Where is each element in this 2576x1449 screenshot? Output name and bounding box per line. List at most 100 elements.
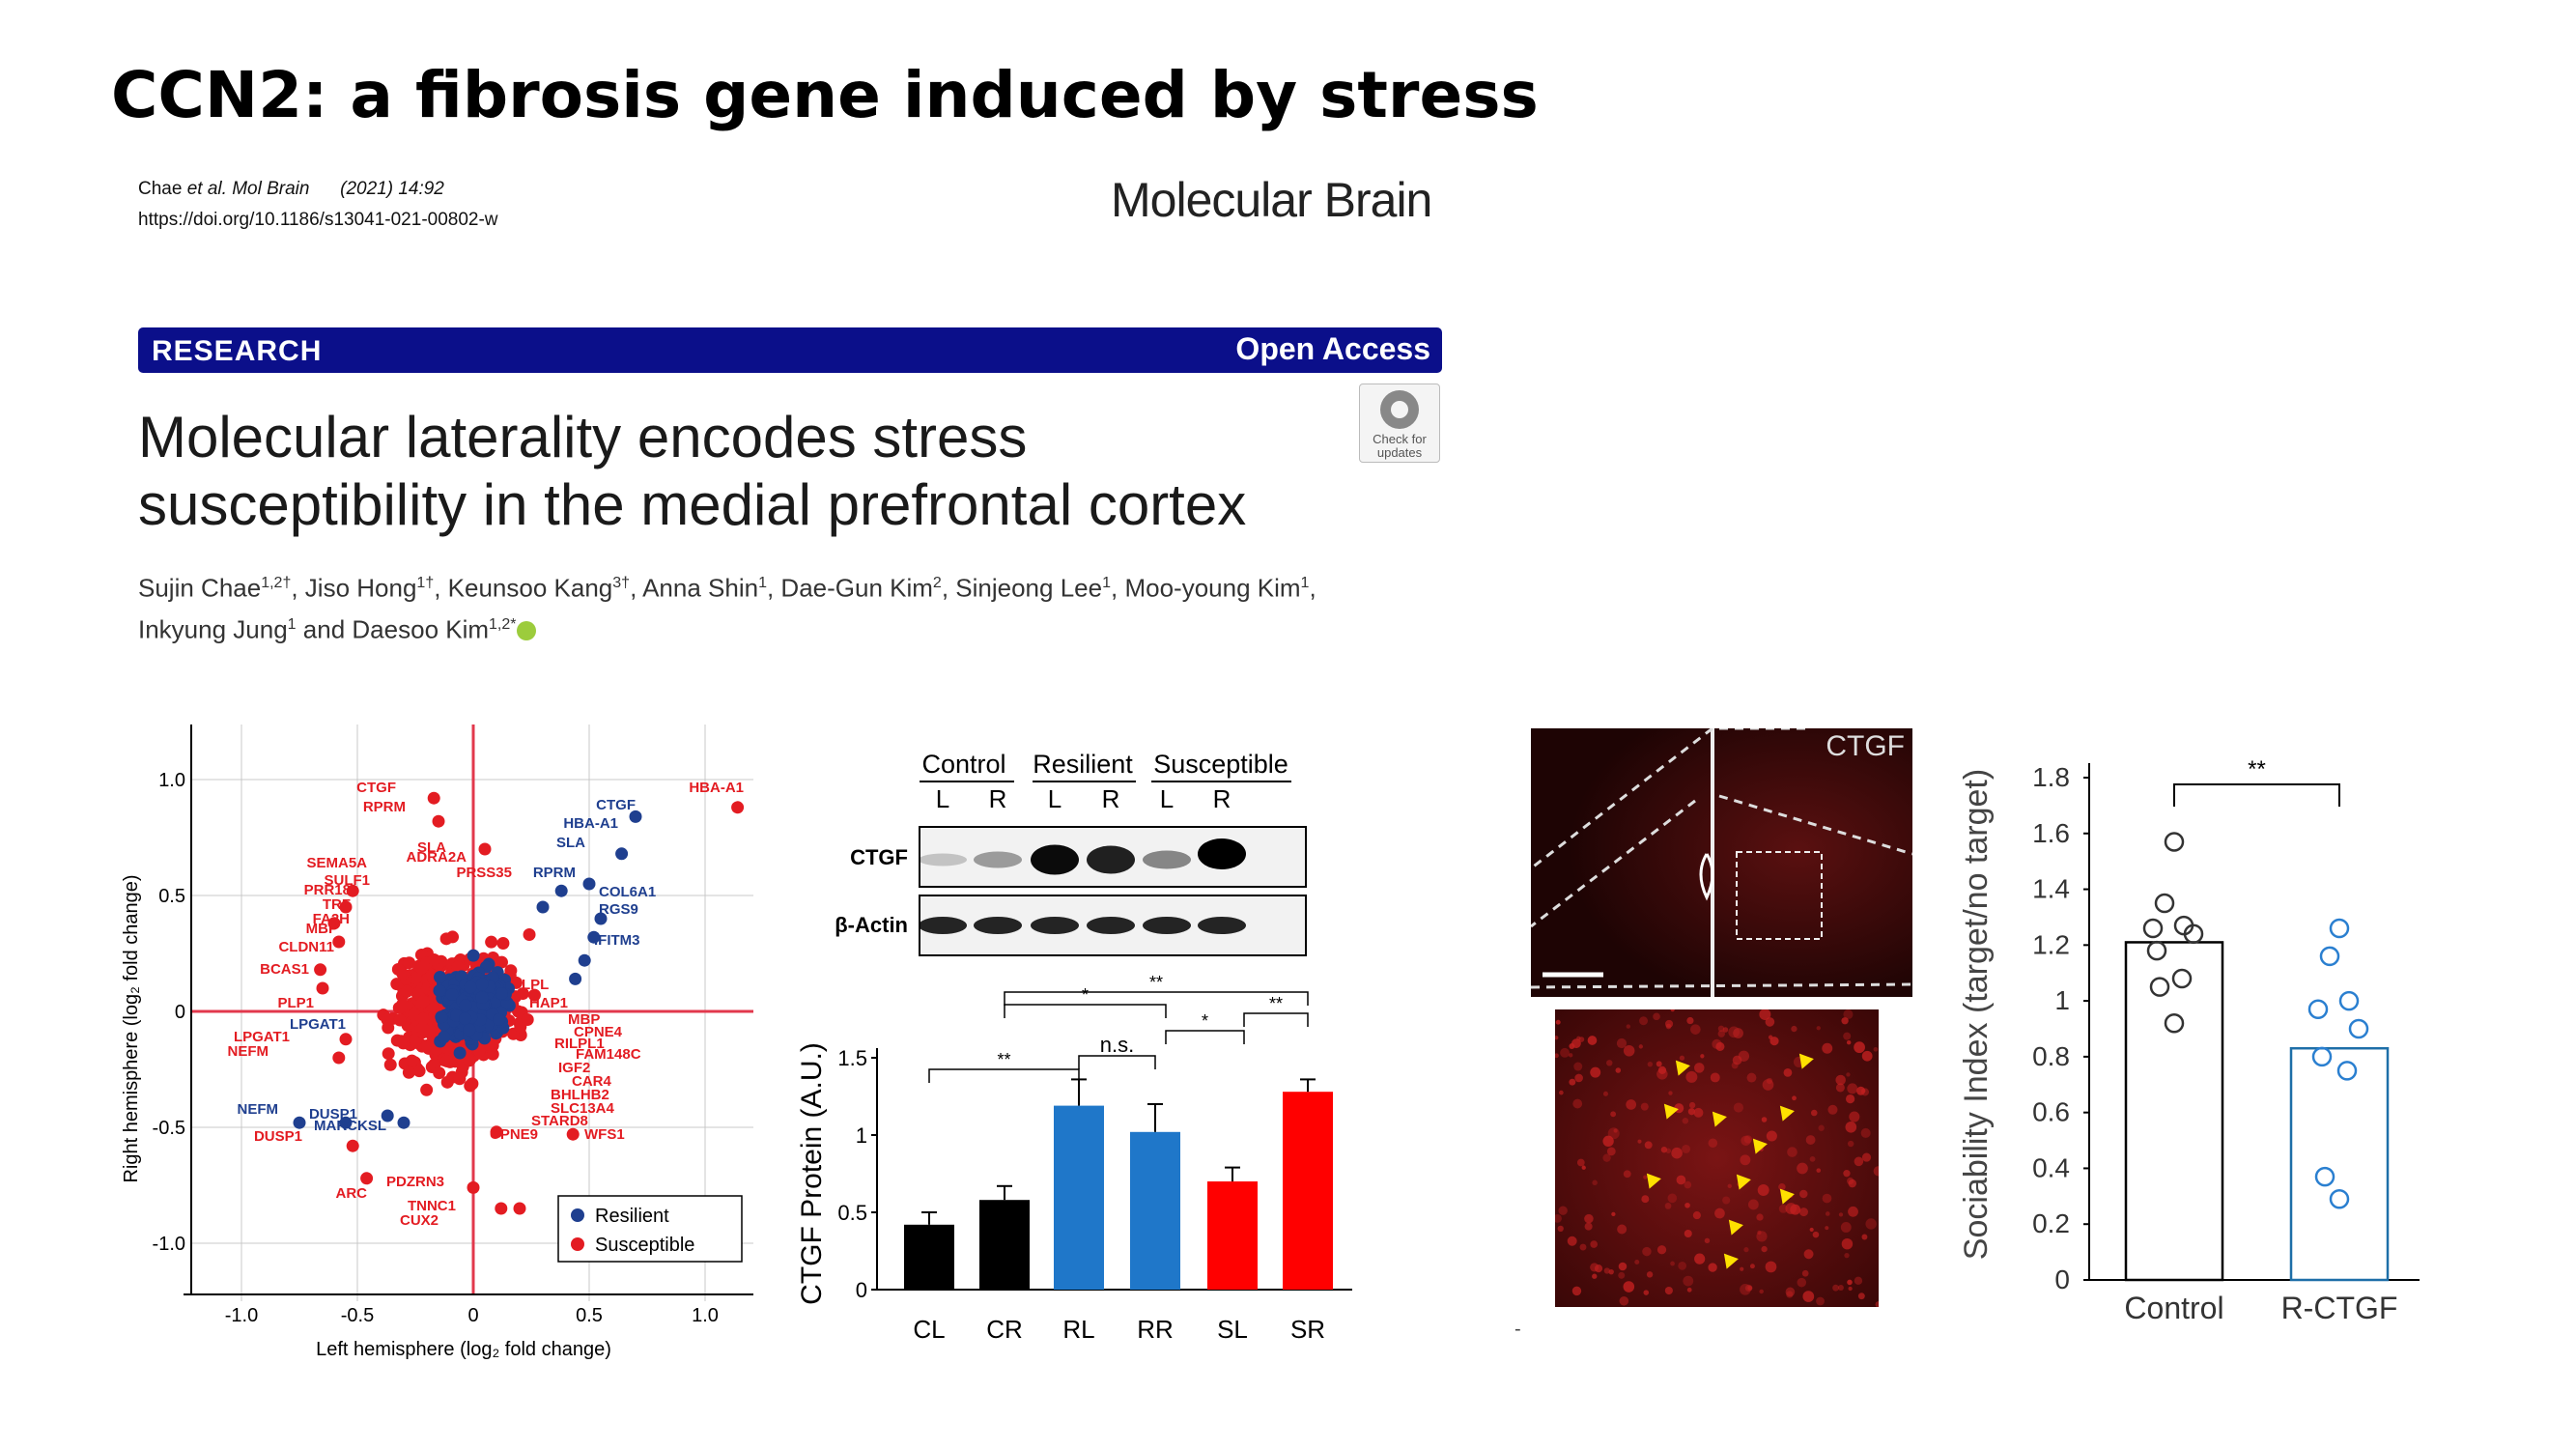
scatter-label-susceptible: TRF (323, 896, 351, 913)
bar2-data-point (2319, 946, 2340, 967)
scatter-label-resilient: COL6A1 (599, 884, 656, 900)
paper-title-line1: Molecular laterality encodes stress (138, 405, 1028, 469)
cell-dot (1822, 1193, 1832, 1204)
cell-dots (1555, 1009, 1879, 1307)
cell-dot (1841, 1017, 1849, 1025)
cell-dot (1684, 1229, 1692, 1237)
section-background (1531, 728, 1912, 997)
bar1-sig-bracket (928, 1068, 1080, 1083)
scatter-point-susceptible (403, 956, 416, 970)
cell-dot (1798, 1208, 1808, 1217)
bar1-ytick-label: 0.5 (837, 1201, 867, 1225)
check-line2: updates (1376, 445, 1423, 460)
cell-dot (1848, 1206, 1858, 1217)
cell-dot (1846, 1039, 1852, 1045)
cell-dot (1708, 1138, 1718, 1149)
scatter-label-susceptible: CTGF (356, 780, 396, 796)
scatter-point-resilient (536, 900, 550, 914)
cell-dot (1569, 1078, 1576, 1086)
scatter-label-susceptible: RPRM (363, 799, 406, 815)
cell-dot (1854, 1041, 1865, 1054)
cell-dot (1809, 1155, 1816, 1162)
scatter-point-susceptible (415, 1021, 429, 1035)
ctgf-bar-chart: 0 0.5 1 1.5 CTGF Protein (A.U.) CL CR RL RR SL SR *… (796, 973, 1352, 1344)
scatter-plot: HBA-A1CTGFRPRMSLAADRA2APRSS35SEMA5ASULF1… (121, 724, 753, 1360)
cell-dot (1860, 1127, 1871, 1138)
bookmark-icon (1380, 390, 1419, 429)
cell-dot (1845, 1121, 1857, 1133)
cell-dot (1844, 1253, 1850, 1259)
cell-dot (1623, 1281, 1635, 1293)
cell-dot (1584, 1222, 1593, 1231)
bar2-ytick-label: 0 (2054, 1264, 2070, 1294)
scatter-point-susceptible (405, 1054, 418, 1067)
cell-dot (1832, 1284, 1839, 1292)
scatter-point-susceptible (332, 1051, 346, 1065)
cell-dot (1647, 1061, 1654, 1067)
cell-dot (1812, 1231, 1820, 1238)
bar2-data-point (2171, 968, 2193, 989)
cell-dot (1623, 1044, 1635, 1057)
scatter-point-susceptible (566, 1127, 580, 1141)
cell-dot (1592, 1273, 1598, 1279)
scatter-point-resilient (397, 1116, 410, 1129)
cell-dot (1743, 1247, 1749, 1253)
cell-dot (1646, 1271, 1654, 1278)
cell-dot (1664, 1286, 1673, 1295)
arrowhead-icon (1779, 1188, 1795, 1205)
bar2-category-label: Control (2124, 1291, 2223, 1325)
cell-dot (1581, 1165, 1586, 1170)
ventricle-outline (1699, 853, 1714, 901)
cell-dot (1843, 1032, 1852, 1040)
author-name: Anna Shin (642, 573, 759, 603)
scatter-point-resilient (459, 999, 472, 1012)
legend-resilient-dot (571, 1208, 584, 1222)
scatter-point-resilient (459, 1011, 472, 1025)
bar1-category-label: SL (1217, 1315, 1248, 1344)
bar1-category-label: CL (913, 1315, 945, 1344)
cell-dot (1694, 1253, 1706, 1264)
cell-dot (1727, 1183, 1732, 1189)
scatter-point-susceptible (467, 1180, 480, 1194)
bar1-category-label: SR (1290, 1315, 1325, 1344)
zoom-image-drawing (1555, 1009, 1879, 1307)
author-name: Keunsoo Kang (447, 573, 613, 603)
author-line-1: Sujin Chae1,2†, Jiso Hong1†, Keunsoo Kan… (138, 573, 1316, 603)
scatter-point-susceptible (496, 936, 510, 950)
scatter-label-susceptible: BCAS1 (260, 961, 309, 978)
cell-dot (1676, 1175, 1686, 1185)
cell-dot (1848, 1286, 1853, 1292)
citation-etal: et al. (186, 179, 227, 199)
cell-dot (1679, 1055, 1685, 1061)
scatter-label-susceptible: CPNE4 (574, 1024, 623, 1040)
scatter-gene-labels: HBA-A1CTGFRPRMSLAADRA2APRSS35SEMA5ASULF1… (228, 780, 745, 1229)
orcid-icon[interactable] (516, 621, 536, 641)
cell-dot (1568, 1053, 1573, 1058)
cell-dot (1623, 1170, 1631, 1179)
cell-dot (1603, 1267, 1610, 1274)
cell-dot (1816, 1026, 1821, 1031)
cell-dot (1761, 1245, 1768, 1253)
bar1-ytick-label: 1 (856, 1123, 867, 1148)
scatter-points (293, 791, 745, 1215)
check-for-updates-badge[interactable]: Check for updates (1359, 384, 1440, 463)
cell-dot (1746, 1072, 1757, 1083)
scatter-point-susceptible (490, 1125, 503, 1139)
cell-dot (1560, 1047, 1570, 1058)
slide-title: CCN2: a fibrosis gene induced by stress (111, 58, 1539, 132)
cell-dot (1717, 1030, 1725, 1037)
citation-journal: Mol Brain (232, 179, 310, 199)
author-name: Sinjeong Lee (955, 573, 1103, 603)
scatter-point-susceptible (339, 1033, 353, 1046)
cell-dot (1797, 1162, 1808, 1175)
bar2-ytick-label: 1.8 (2032, 762, 2070, 792)
scatter-point-resilient (293, 1116, 306, 1129)
scatter-point-resilient (578, 953, 591, 967)
bar2-data-point (2164, 832, 2185, 852)
scatter-point-susceptible (346, 1139, 359, 1152)
cell-dot (1641, 1195, 1650, 1204)
cell-dot (1722, 1027, 1729, 1033)
author-affiliation: 1 (1300, 575, 1310, 591)
scatter-point-resilient (569, 972, 582, 985)
scatter-point-susceptible (495, 1202, 508, 1215)
